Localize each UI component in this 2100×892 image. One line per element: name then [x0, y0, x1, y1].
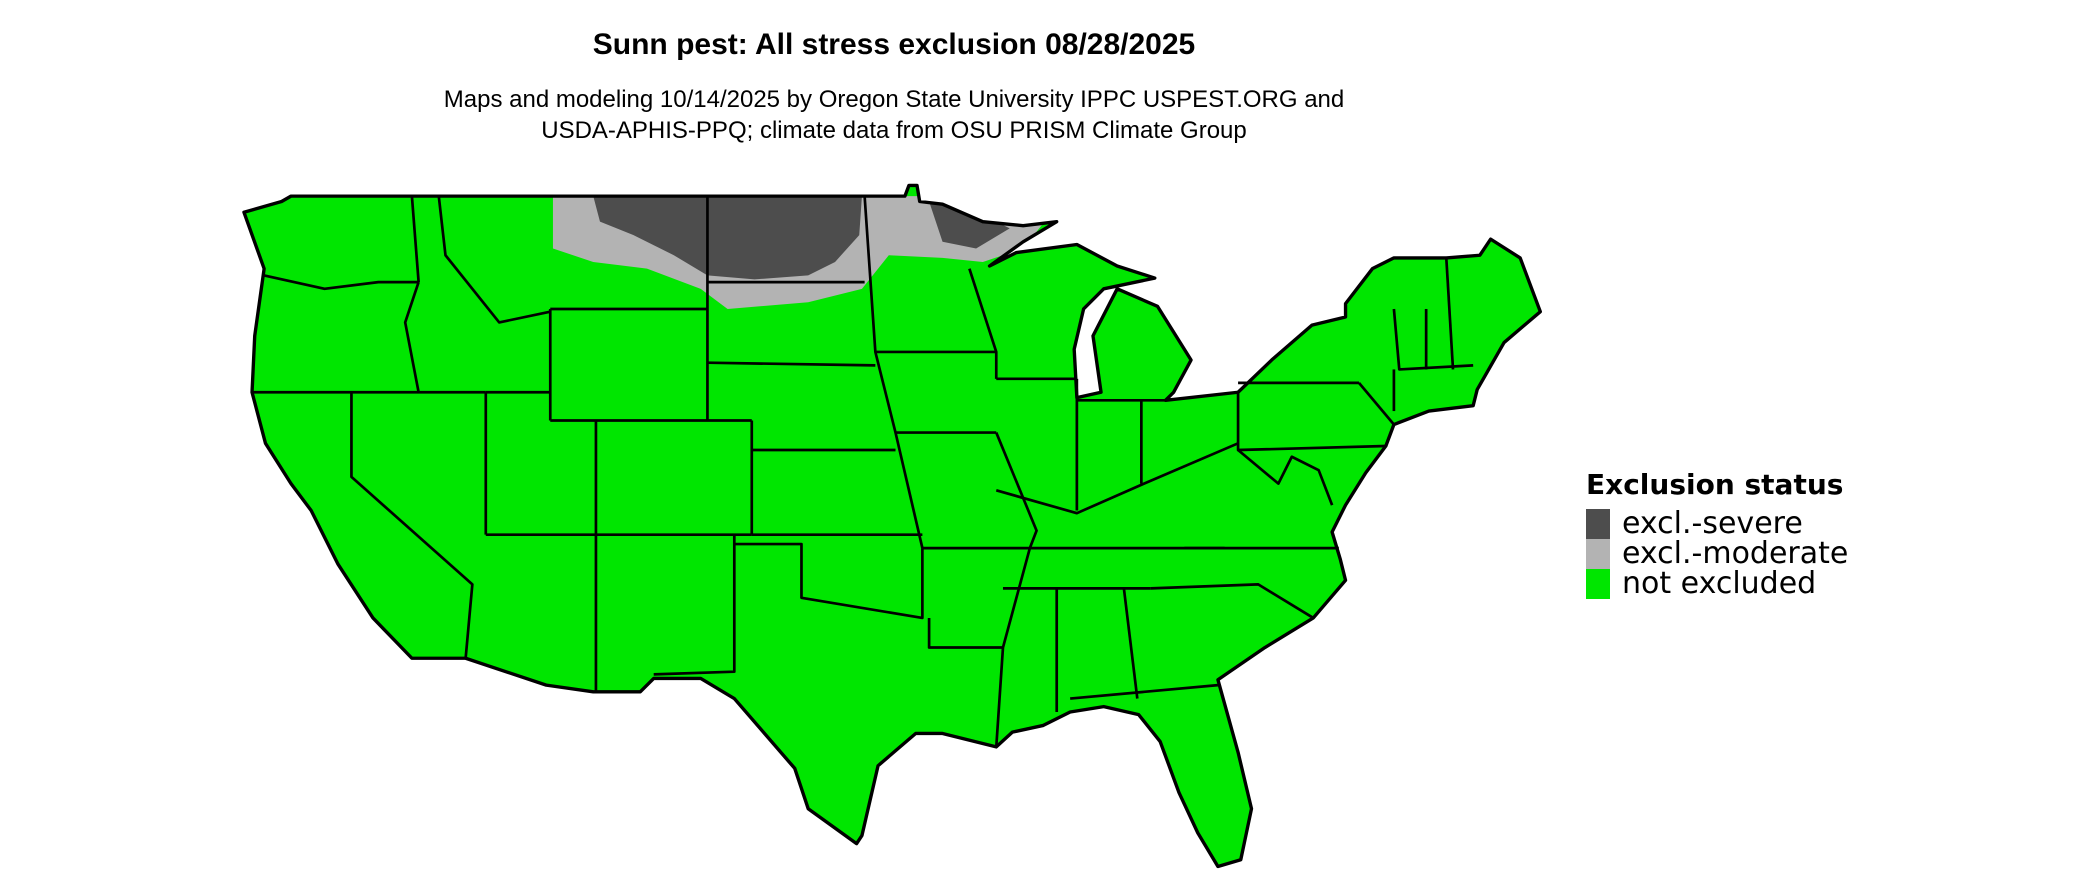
state-border: [995, 442, 1239, 515]
legend-label-severe: excl.-severe: [1622, 506, 1803, 541]
state-border: [1237, 448, 1334, 506]
state-border: [410, 196, 420, 283]
legend-label-moderate: excl.-moderate: [1622, 536, 1849, 571]
conus-outline: [242, 183, 1543, 869]
state-border: [1444, 257, 1455, 370]
state-border: [707, 361, 876, 367]
state-border: [350, 392, 474, 659]
state-border: [1122, 588, 1139, 699]
legend-item-moderate: excl.-moderate: [1586, 539, 1848, 569]
legend-swatch-not-excluded: [1586, 569, 1610, 599]
state-border: [1070, 683, 1219, 700]
severe-exclusion-area: [593, 196, 1010, 280]
state-borders: [252, 195, 1474, 748]
legend-label-not-excluded: not excluded: [1622, 566, 1817, 601]
legend-item-severe: excl.-severe: [1586, 509, 1803, 539]
state-border: [863, 196, 924, 549]
state-border: [403, 281, 420, 393]
state-border: [653, 534, 736, 676]
legend-title: Exclusion status: [1586, 468, 1844, 501]
subtitle-line-2: USDA-APHIS-PPQ; climate data from OSU PR…: [541, 117, 1247, 144]
state-border: [1150, 583, 1315, 620]
state-border: [968, 268, 998, 379]
state-border: [263, 274, 419, 291]
state-border: [927, 617, 1003, 649]
subtitle-line-1: Maps and modeling 10/14/2025 by Oregon S…: [443, 86, 1345, 113]
state-border: [1392, 308, 1474, 371]
state-border: [734, 542, 924, 620]
state-border: [1357, 381, 1395, 426]
state-border: [437, 195, 551, 324]
legend-swatch-severe: [1586, 509, 1610, 539]
conus-land: [243, 185, 1541, 867]
map-title: Sunn pest: All stress exclusion 08/28/20…: [592, 28, 1196, 61]
legend-item-not-excluded: not excluded: [1586, 569, 1816, 599]
legend-swatch-moderate: [1586, 539, 1610, 569]
